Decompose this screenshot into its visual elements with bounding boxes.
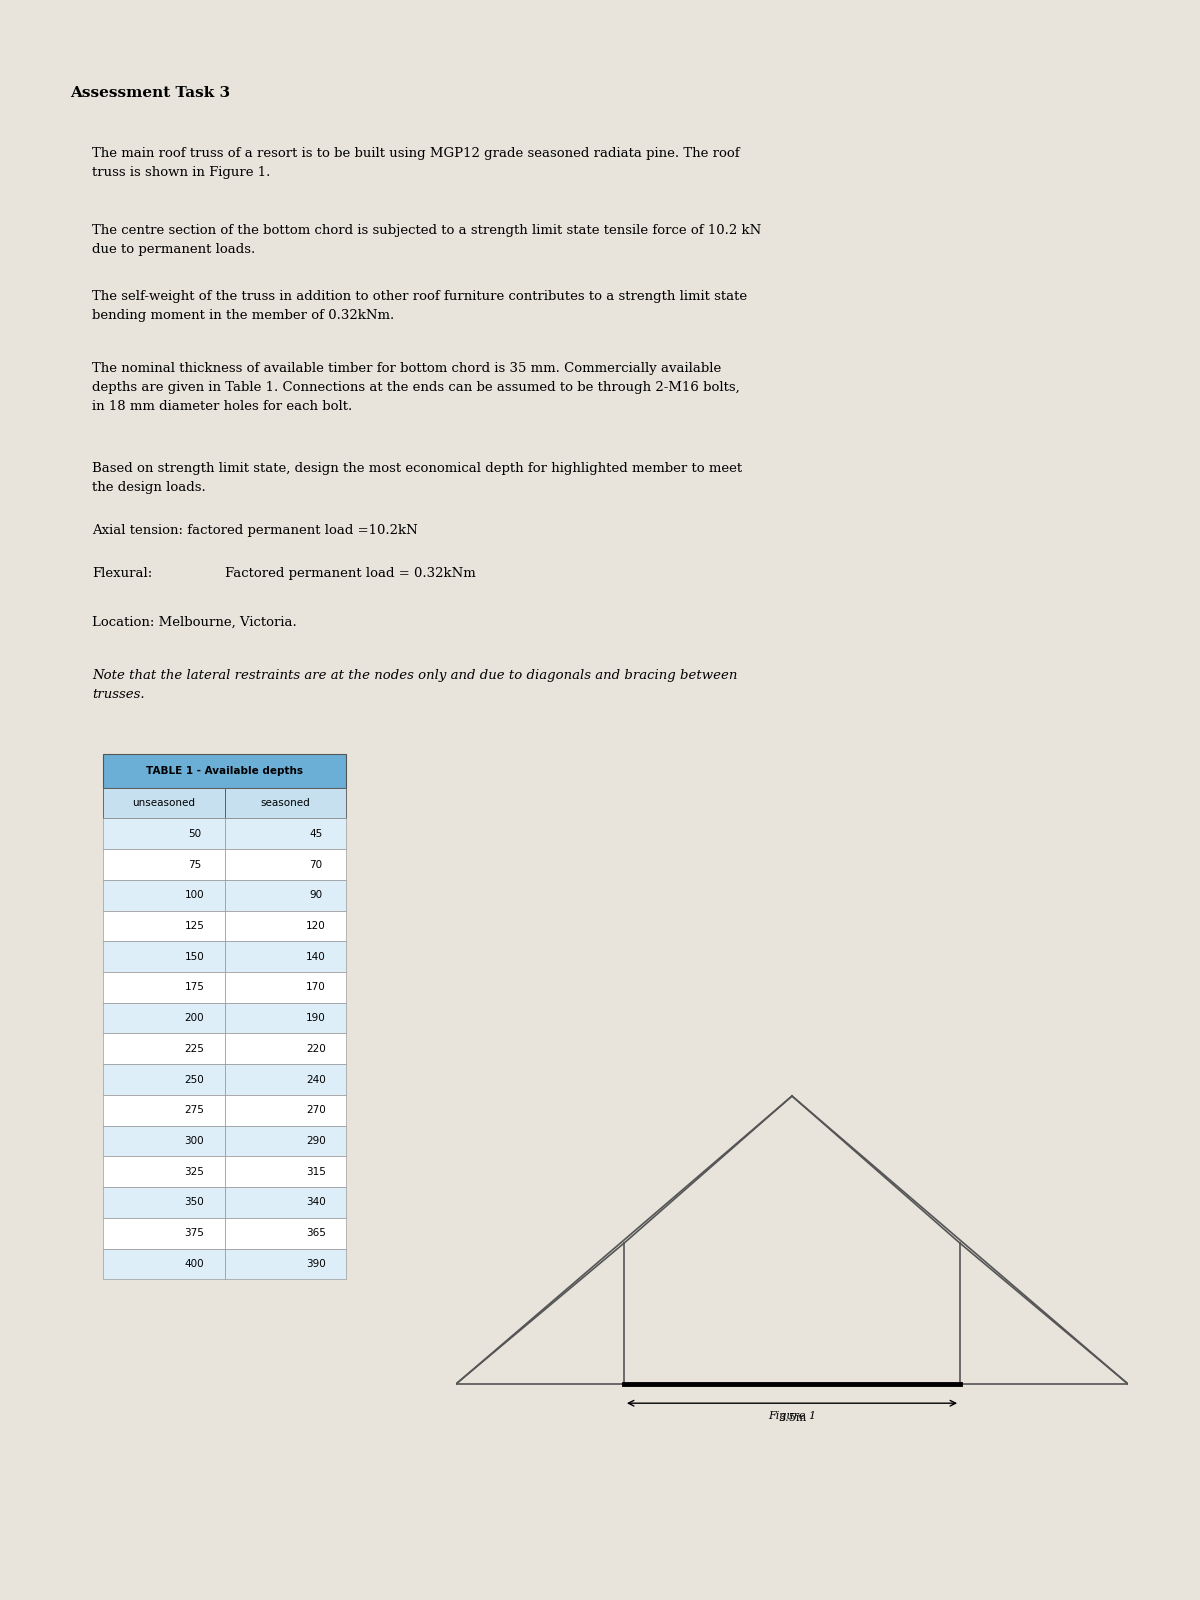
FancyBboxPatch shape	[103, 850, 224, 880]
Text: 190: 190	[306, 1013, 325, 1022]
Text: Axial tension: factored permanent load =10.2kN: Axial tension: factored permanent load =…	[92, 523, 418, 536]
FancyBboxPatch shape	[103, 1126, 224, 1157]
FancyBboxPatch shape	[103, 819, 224, 850]
Text: 45: 45	[310, 829, 323, 838]
FancyBboxPatch shape	[224, 973, 346, 1003]
Text: 225: 225	[185, 1043, 204, 1054]
Text: 175: 175	[185, 982, 204, 992]
Text: 3.5m: 3.5m	[778, 1413, 806, 1422]
FancyBboxPatch shape	[224, 1218, 346, 1248]
FancyBboxPatch shape	[103, 1003, 224, 1034]
Text: Assessment Task 3: Assessment Task 3	[70, 86, 230, 99]
Text: The centre section of the bottom chord is subjected to a strength limit state te: The centre section of the bottom chord i…	[92, 224, 762, 256]
Text: 375: 375	[185, 1229, 204, 1238]
Text: The nominal thickness of available timber for bottom chord is 35 mm. Commerciall: The nominal thickness of available timbe…	[92, 362, 740, 413]
Text: 75: 75	[187, 859, 200, 869]
Text: 90: 90	[310, 890, 323, 901]
FancyBboxPatch shape	[103, 1094, 224, 1126]
FancyBboxPatch shape	[103, 1034, 224, 1064]
Text: TABLE 1 - Available depths: TABLE 1 - Available depths	[146, 766, 304, 776]
Text: 290: 290	[306, 1136, 325, 1146]
Text: 365: 365	[306, 1229, 325, 1238]
Text: The main roof truss of a resort is to be built using MGP12 grade seasoned radiat: The main roof truss of a resort is to be…	[92, 147, 739, 179]
FancyBboxPatch shape	[103, 941, 224, 973]
FancyBboxPatch shape	[224, 910, 346, 941]
FancyBboxPatch shape	[224, 1064, 346, 1094]
Text: 125: 125	[185, 922, 204, 931]
FancyBboxPatch shape	[103, 1064, 224, 1094]
Text: 50: 50	[187, 829, 200, 838]
Text: Flexural:: Flexural:	[92, 566, 152, 579]
Text: seasoned: seasoned	[260, 798, 311, 808]
Text: 270: 270	[306, 1106, 325, 1115]
Text: Factored permanent load = 0.32kNm: Factored permanent load = 0.32kNm	[224, 566, 475, 579]
Text: 300: 300	[185, 1136, 204, 1146]
Text: 250: 250	[185, 1075, 204, 1085]
FancyBboxPatch shape	[103, 973, 224, 1003]
FancyBboxPatch shape	[103, 1218, 224, 1248]
Text: 170: 170	[306, 982, 325, 992]
Text: 315: 315	[306, 1166, 325, 1176]
FancyBboxPatch shape	[103, 787, 224, 819]
Text: 140: 140	[306, 952, 325, 962]
Text: 350: 350	[185, 1197, 204, 1208]
FancyBboxPatch shape	[103, 754, 346, 787]
FancyBboxPatch shape	[224, 850, 346, 880]
Text: 100: 100	[185, 890, 204, 901]
Text: The self-weight of the truss in addition to other roof furniture contributes to : The self-weight of the truss in addition…	[92, 290, 748, 322]
Text: 275: 275	[185, 1106, 204, 1115]
Text: 340: 340	[306, 1197, 325, 1208]
Text: 325: 325	[185, 1166, 204, 1176]
Text: 400: 400	[185, 1259, 204, 1269]
FancyBboxPatch shape	[224, 941, 346, 973]
Text: 200: 200	[185, 1013, 204, 1022]
Text: 120: 120	[306, 922, 325, 931]
Text: 390: 390	[306, 1259, 325, 1269]
FancyBboxPatch shape	[224, 1157, 346, 1187]
FancyBboxPatch shape	[103, 1187, 224, 1218]
FancyBboxPatch shape	[224, 1094, 346, 1126]
FancyBboxPatch shape	[224, 1003, 346, 1034]
Text: 150: 150	[185, 952, 204, 962]
Text: 70: 70	[310, 859, 323, 869]
Text: 240: 240	[306, 1075, 325, 1085]
FancyBboxPatch shape	[224, 880, 346, 910]
FancyBboxPatch shape	[103, 880, 224, 910]
FancyBboxPatch shape	[224, 1034, 346, 1064]
FancyBboxPatch shape	[224, 787, 346, 819]
Text: Based on strength limit state, design the most economical depth for highlighted : Based on strength limit state, design th…	[92, 462, 743, 494]
FancyBboxPatch shape	[224, 1126, 346, 1157]
Text: Figure 1: Figure 1	[768, 1411, 816, 1421]
FancyBboxPatch shape	[103, 1157, 224, 1187]
FancyBboxPatch shape	[103, 1248, 224, 1280]
FancyBboxPatch shape	[224, 1187, 346, 1218]
FancyBboxPatch shape	[224, 1248, 346, 1280]
Text: unseasoned: unseasoned	[132, 798, 196, 808]
FancyBboxPatch shape	[224, 819, 346, 850]
FancyBboxPatch shape	[103, 910, 224, 941]
Text: Note that the lateral restraints are at the nodes only and due to diagonals and : Note that the lateral restraints are at …	[92, 669, 738, 701]
Text: Location: Melbourne, Victoria.: Location: Melbourne, Victoria.	[92, 616, 296, 629]
Text: 220: 220	[306, 1043, 325, 1054]
